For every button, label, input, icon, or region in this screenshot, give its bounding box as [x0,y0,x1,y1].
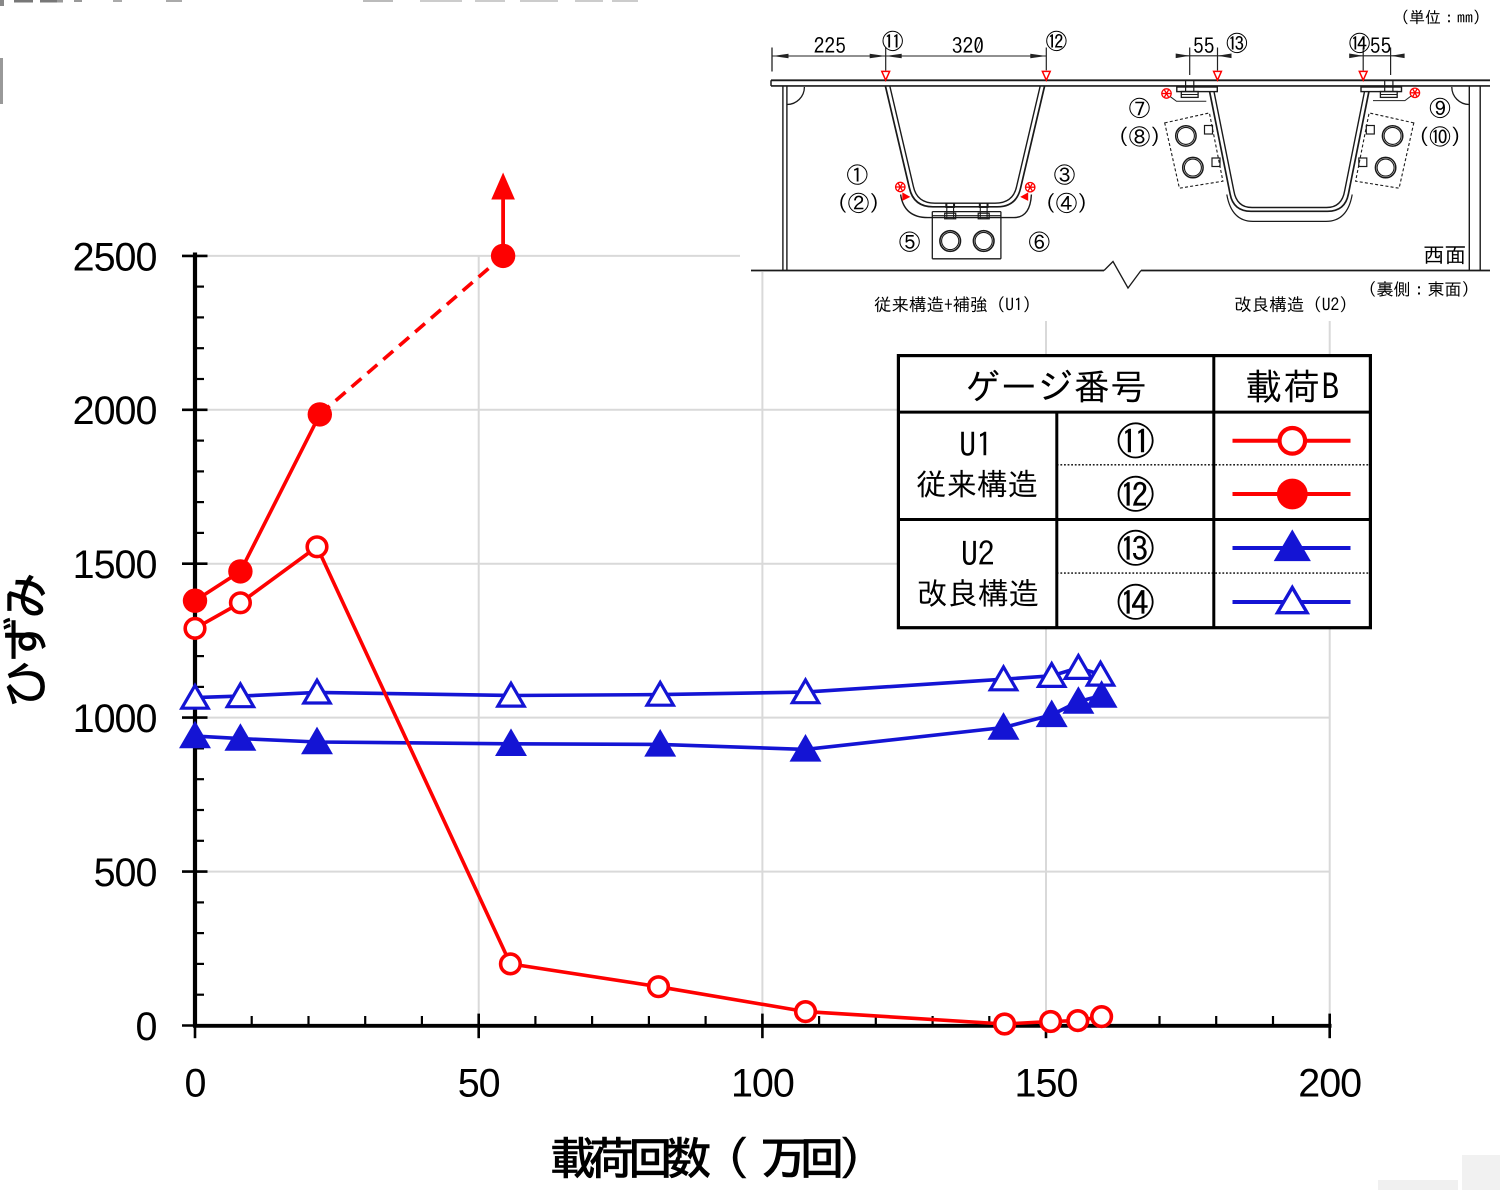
svg-text:1000: 1000 [73,697,157,741]
svg-text:200: 200 [1298,1061,1361,1105]
svg-text:100: 100 [731,1061,794,1105]
svg-text:150: 150 [1015,1061,1078,1105]
svg-text:0: 0 [185,1061,206,1105]
svg-text:1500: 1500 [73,543,157,587]
svg-text:500: 500 [94,851,157,895]
svg-text:50: 50 [458,1061,500,1105]
svg-text:2500: 2500 [73,235,157,279]
svg-text:0: 0 [136,1005,157,1049]
svg-text:2000: 2000 [73,389,157,433]
